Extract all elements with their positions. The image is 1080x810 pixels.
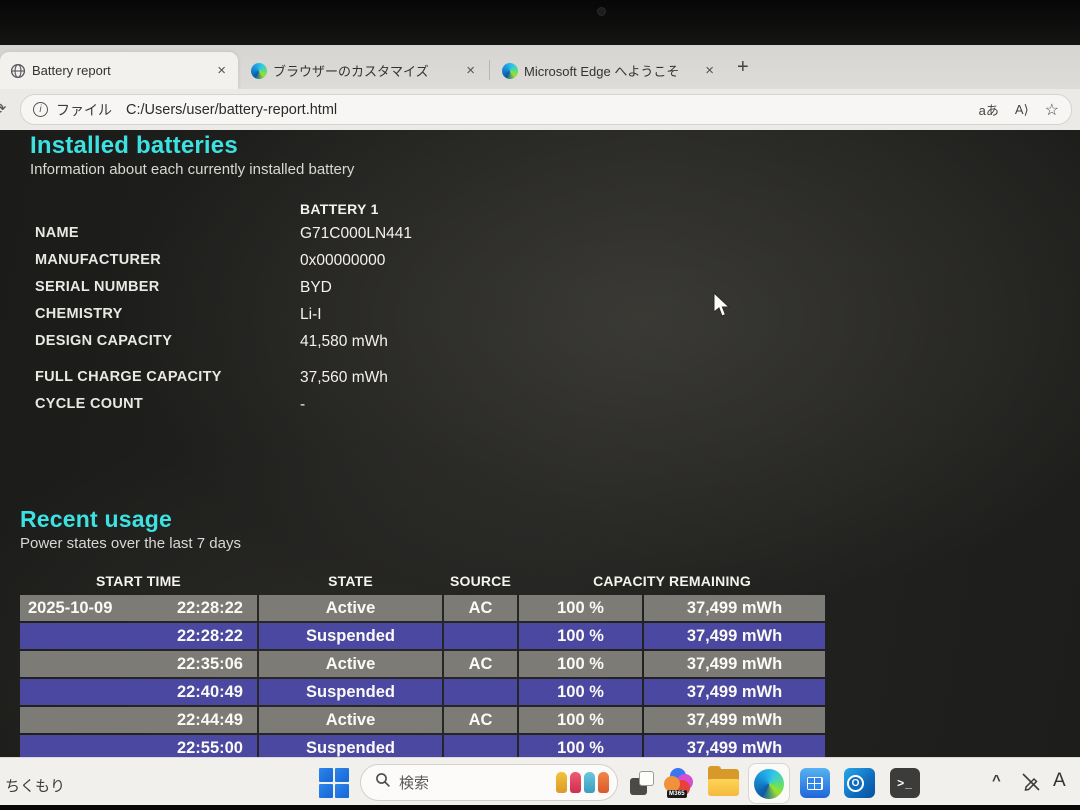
tab-browser-customize[interactable]: ブラウザーのカスタマイズ × — [241, 52, 487, 89]
tab-title: Battery report — [32, 63, 111, 78]
weather-widget-text[interactable]: ちくもり — [5, 778, 66, 795]
store-icon — [807, 776, 823, 790]
battery-info-row: NAME G71C000LN441 — [35, 225, 413, 242]
usage-row: 22:55:00 Suspended 100 % 37,499 mWh — [20, 735, 825, 757]
tab-close-icon[interactable]: × — [705, 62, 714, 79]
installed-batteries-heading: Installed batteries — [30, 132, 238, 159]
globe-favicon-icon — [10, 63, 26, 79]
col-header-start-time: START TIME — [96, 573, 181, 589]
copilot-m365-button[interactable]: M365 — [664, 768, 694, 798]
usage-row: 22:40:49 Suspended 100 % 37,499 mWh — [20, 679, 825, 705]
edge-icon — [754, 768, 784, 799]
address-bar[interactable]: i ファイル C:/Users/user/battery-report.html… — [20, 94, 1072, 125]
read-aloud-icon[interactable]: A⟩ — [1014, 101, 1029, 117]
battery-info-row: FULL CHARGE CAPACITY 37,560 mWh — [35, 369, 388, 386]
battery-column-header-row: BATTERY 1 — [35, 201, 735, 225]
outlook-button[interactable]: O — [844, 768, 875, 798]
tab-close-icon[interactable]: × — [466, 62, 475, 79]
reload-icon[interactable]: ⟳ — [0, 99, 13, 119]
installed-batteries-subtitle: Information about each currently install… — [30, 161, 355, 178]
search-highlight-icon — [570, 772, 581, 793]
battery-report-page: Installed batteries Information about ea… — [0, 130, 1080, 757]
search-highlight-icon — [556, 772, 567, 793]
windows-taskbar: ちくもり 検索 M365 — [0, 757, 1080, 808]
battery-info-row: CHEMISTRY Li-I — [35, 306, 322, 323]
col-header-state: STATE — [328, 573, 373, 589]
battery-info-row: SERIAL NUMBER BYD — [35, 279, 332, 296]
new-tab-button[interactable]: + — [737, 56, 749, 78]
file-explorer-button[interactable] — [708, 766, 739, 796]
browser-tab-strip: Battery report × ブラウザーのカスタマイズ × Microsof… — [0, 45, 1080, 89]
col-header-capacity-remaining: CAPACITY REMAINING — [593, 573, 751, 589]
usage-row: 2025-10-09 22:28:22 Active AC 100 % 37,49… — [20, 595, 825, 621]
page-info-icon[interactable]: i — [33, 102, 48, 117]
search-highlight-icon — [598, 772, 609, 793]
webcam — [597, 7, 606, 16]
favorite-star-icon[interactable]: ☆ — [1044, 101, 1059, 119]
pen-disabled-icon[interactable] — [1020, 771, 1042, 798]
address-url[interactable]: C:/Users/user/battery-report.html — [126, 101, 338, 118]
search-icon — [375, 772, 391, 793]
tab-edge-welcome[interactable]: Microsoft Edge へようこそ × — [492, 52, 726, 89]
recent-usage-subtitle: Power states over the last 7 days — [20, 535, 241, 552]
task-view-button[interactable] — [630, 771, 654, 795]
file-scheme-label: ファイル — [56, 101, 112, 118]
usage-row: 22:28:22 Suspended 100 % 37,499 mWh — [20, 623, 825, 649]
recent-usage-heading: Recent usage — [20, 506, 172, 532]
col-header-source: SOURCE — [449, 573, 512, 589]
search-highlight-icon — [584, 772, 595, 793]
browser-toolbar: ⟳ i ファイル C:/Users/user/battery-report.ht… — [0, 89, 1080, 130]
battery-info-row: CYCLE COUNT - — [35, 396, 306, 413]
microsoft-store-button[interactable] — [800, 768, 830, 798]
edge-browser-button[interactable] — [748, 763, 790, 804]
ime-mode-indicator[interactable]: A — [1053, 770, 1066, 791]
battery-info-row: DESIGN CAPACITY 41,580 mWh — [35, 333, 388, 350]
tab-title: ブラウザーのカスタマイズ — [273, 64, 429, 79]
battery1-header: BATTERY 1 — [300, 201, 379, 217]
battery-info-row: MANUFACTURER 0x00000000 — [35, 252, 386, 269]
usage-row: 22:35:06 Active AC 100 % 37,499 mWh — [20, 651, 825, 677]
edge-favicon-icon — [251, 62, 267, 79]
tab-close-icon[interactable]: × — [217, 62, 226, 79]
edge-favicon-icon — [502, 62, 518, 79]
mouse-cursor — [712, 291, 734, 323]
tab-title: Microsoft Edge へようこそ — [524, 64, 680, 79]
tray-expand-button[interactable]: ^ — [992, 772, 1001, 789]
laptop-bezel-bottom — [0, 805, 1080, 810]
windows-logo-icon — [319, 768, 333, 782]
outlook-icon: O — [847, 775, 864, 792]
terminal-button[interactable]: >_ — [890, 768, 920, 798]
tab-battery-report[interactable]: Battery report × — [0, 52, 238, 89]
start-button[interactable] — [318, 767, 350, 799]
usage-row: 22:44:49 Active AC 100 % 37,499 mWh — [20, 707, 825, 733]
search-box[interactable]: 検索 — [360, 764, 618, 801]
laptop-bezel-top — [0, 0, 1080, 45]
translate-icon[interactable]: aあ — [978, 103, 999, 118]
search-placeholder: 検索 — [399, 775, 430, 792]
